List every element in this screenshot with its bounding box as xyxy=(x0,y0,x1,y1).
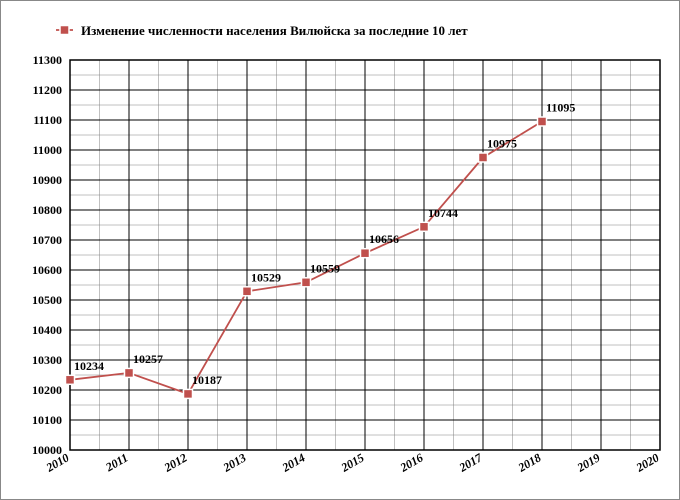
data-label: 10529 xyxy=(251,270,281,284)
data-label: 11095 xyxy=(546,101,575,115)
y-tick-label: 10300 xyxy=(32,353,62,367)
y-tick-label: 10100 xyxy=(32,413,62,427)
data-label: 10559 xyxy=(310,261,340,275)
data-label: 10975 xyxy=(487,137,517,151)
y-tick-label: 10800 xyxy=(32,203,62,217)
series-marker xyxy=(184,389,193,398)
y-tick-label: 10900 xyxy=(32,173,62,187)
y-tick-label: 10400 xyxy=(32,323,62,337)
y-tick-label: 11200 xyxy=(33,83,62,97)
y-tick-label: 10500 xyxy=(32,293,62,307)
series-marker xyxy=(420,222,429,231)
series-marker xyxy=(66,375,75,384)
data-label: 10187 xyxy=(192,373,222,387)
population-line-chart: 1000010100102001030010400105001060010700… xyxy=(0,0,680,500)
series-marker xyxy=(125,368,134,377)
series-marker xyxy=(479,153,488,162)
series-marker xyxy=(243,287,252,296)
y-tick-label: 10700 xyxy=(32,233,62,247)
y-tick-label: 11000 xyxy=(33,143,62,157)
legend: Изменение численности населения Вилюйска… xyxy=(56,23,468,38)
data-label: 10234 xyxy=(74,359,104,373)
data-label: 10656 xyxy=(369,232,399,246)
data-label: 10744 xyxy=(428,206,458,220)
y-tick-label: 10200 xyxy=(32,383,62,397)
series-marker xyxy=(361,249,370,258)
data-label: 10257 xyxy=(133,352,163,366)
y-tick-label: 11100 xyxy=(33,113,62,127)
y-tick-label: 11300 xyxy=(33,53,62,67)
y-tick-label: 10600 xyxy=(32,263,62,277)
series-marker xyxy=(538,117,547,126)
series-marker xyxy=(302,278,311,287)
legend-label: Изменение численности населения Вилюйска… xyxy=(81,23,468,38)
